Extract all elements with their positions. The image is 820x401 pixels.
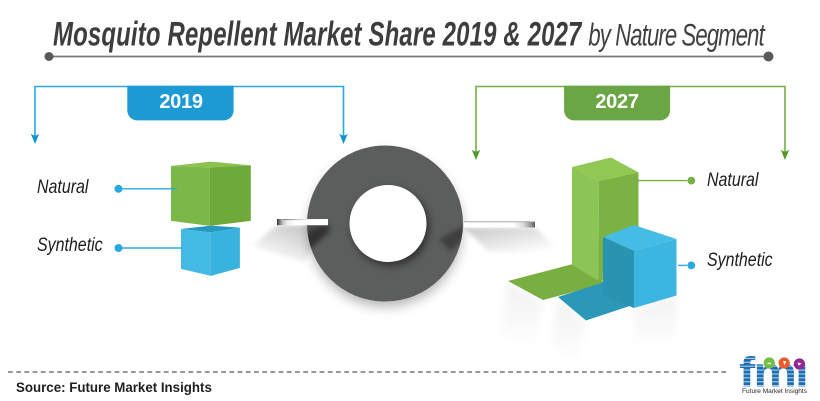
svg-text:Future Market Insights: Future Market Insights (742, 388, 808, 395)
svg-text:fmı: fmı (739, 349, 807, 396)
